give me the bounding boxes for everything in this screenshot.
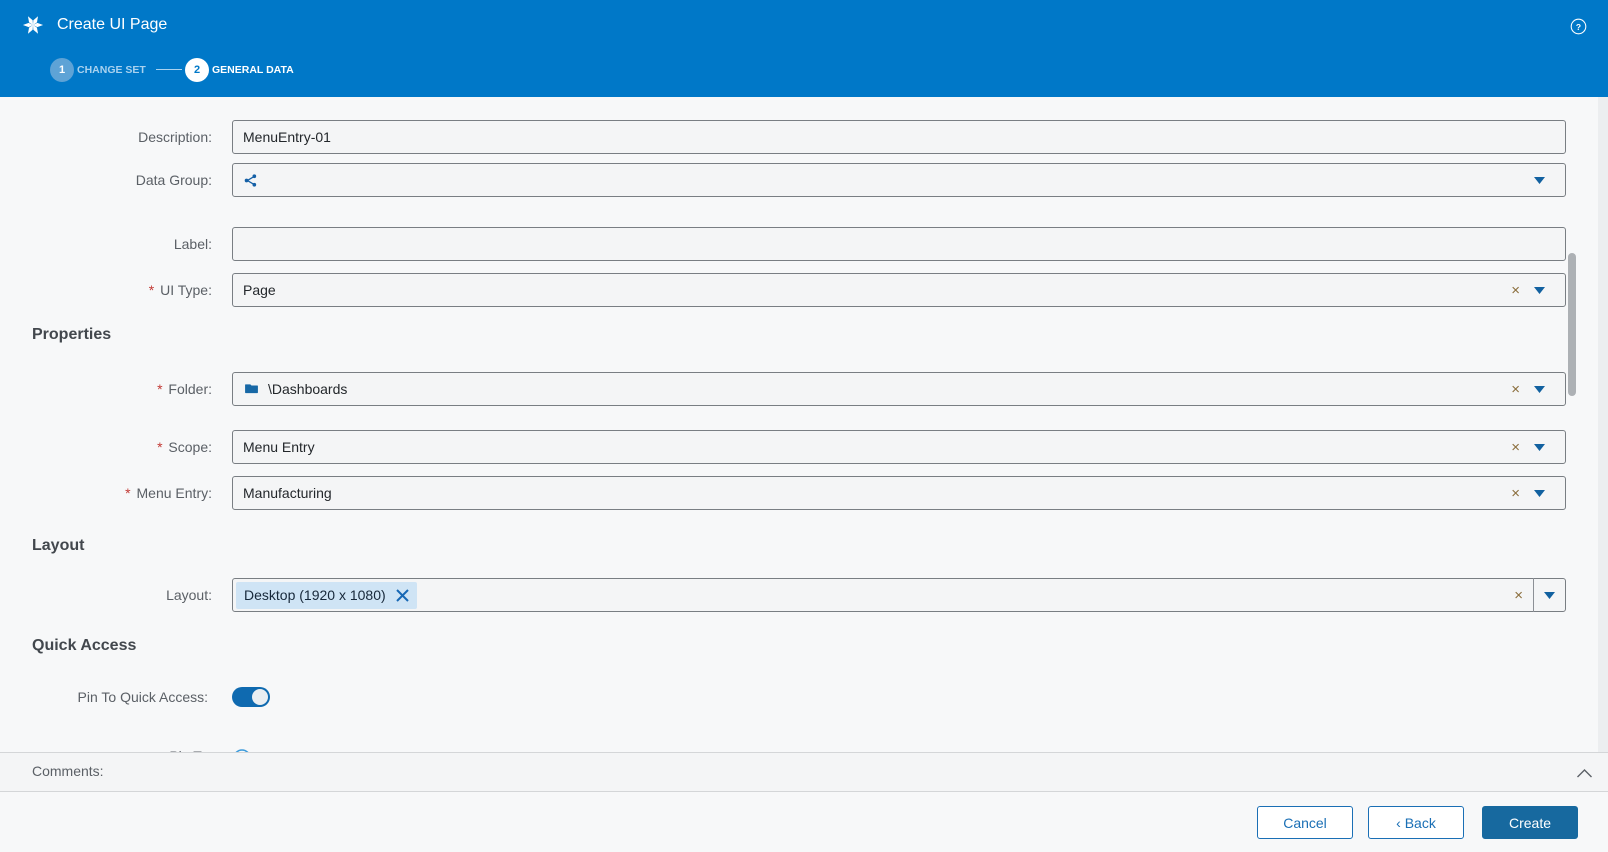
svg-text:?: ?: [1576, 21, 1581, 31]
